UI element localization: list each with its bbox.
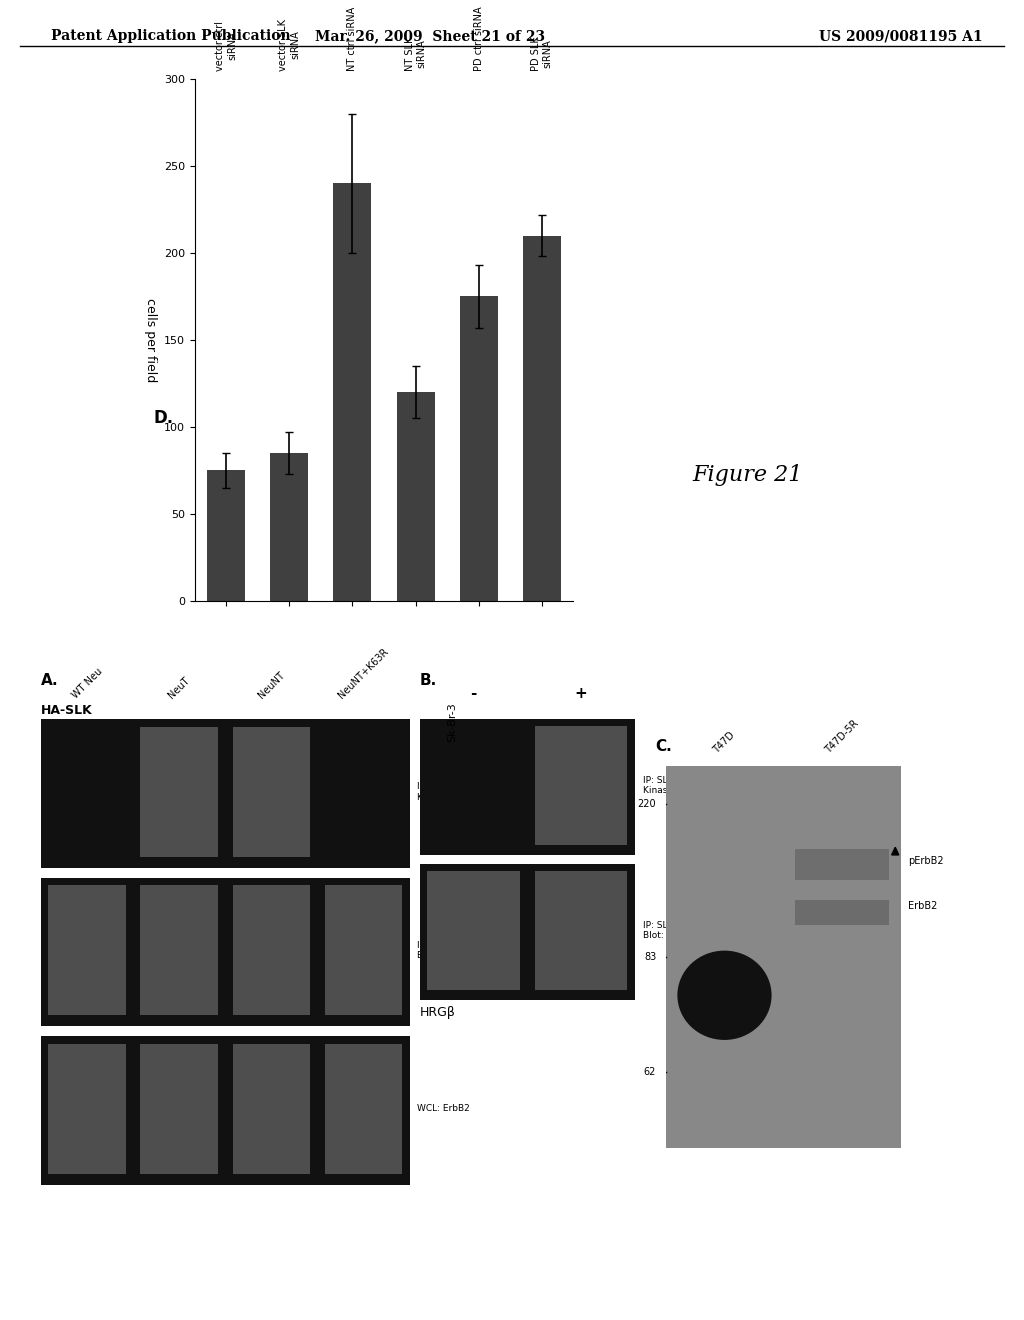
Text: NeuNT+K63R: NeuNT+K63R (337, 645, 390, 700)
Text: pErbB2: pErbB2 (908, 857, 944, 866)
Text: Patent Application Publication: Patent Application Publication (51, 29, 291, 44)
Ellipse shape (678, 950, 772, 1040)
Text: 220: 220 (638, 799, 656, 809)
Text: B.: B. (420, 673, 437, 688)
Text: +: + (574, 686, 588, 701)
Bar (41, 878, 410, 1027)
Bar (140, 727, 218, 857)
Bar (535, 871, 628, 990)
Text: Mar. 26, 2009  Sheet 21 of 23: Mar. 26, 2009 Sheet 21 of 23 (315, 29, 545, 44)
Text: HA-SLK: HA-SLK (41, 704, 93, 717)
Text: PD ctrl siRNA: PD ctrl siRNA (474, 5, 483, 70)
Text: HRGβ: HRGβ (420, 1006, 456, 1019)
Y-axis label: cells per field: cells per field (144, 298, 158, 381)
Text: NeuT: NeuT (167, 675, 191, 700)
Text: PD SLK
siRNA: PD SLK siRNA (531, 36, 553, 70)
Bar (795, 849, 889, 880)
Text: 62: 62 (644, 1067, 656, 1077)
Text: IP: SLK
Kinase Assay: IP: SLK Kinase Assay (643, 776, 702, 795)
Text: WT Neu: WT Neu (70, 667, 104, 700)
Bar (523, 235, 561, 601)
Text: IP: SLK
Kinase Assay: IP: SLK Kinase Assay (417, 783, 476, 801)
Text: NT ctrl siRNA: NT ctrl siRNA (347, 7, 357, 70)
Text: C.: C. (655, 739, 672, 754)
Bar (232, 727, 310, 857)
Bar (334, 183, 372, 601)
Text: T47D: T47D (712, 730, 737, 755)
Bar (48, 886, 126, 1015)
Bar (325, 1044, 402, 1173)
Text: IP: SLK
Blot: SLK: IP: SLK Blot: SLK (643, 921, 684, 940)
Bar (41, 719, 410, 869)
Text: 83: 83 (644, 952, 656, 962)
Bar (41, 1036, 410, 1185)
Bar (420, 718, 635, 855)
Text: NeuNT: NeuNT (256, 669, 287, 700)
Bar (420, 863, 635, 1001)
Bar (140, 886, 218, 1015)
Bar (325, 886, 402, 1015)
Text: -: - (470, 686, 477, 701)
Bar (427, 871, 520, 990)
Text: NT SLK
siRNA: NT SLK siRNA (404, 36, 426, 70)
Text: vector ctrl
siRNA: vector ctrl siRNA (215, 21, 237, 70)
Text: IP: SLK
Blot: SLK: IP: SLK Blot: SLK (417, 941, 458, 960)
Bar (207, 470, 245, 601)
Text: ErbB2: ErbB2 (908, 902, 938, 911)
Bar (232, 886, 310, 1015)
Text: A.: A. (41, 673, 58, 688)
Text: Sk-Br-3: Sk-Br-3 (447, 702, 458, 742)
Text: T47D-5R: T47D-5R (823, 718, 861, 755)
Bar (140, 1044, 218, 1173)
Text: WCL: ErbB2: WCL: ErbB2 (417, 1105, 470, 1113)
Text: vector SLK
siRNA: vector SLK siRNA (279, 18, 300, 70)
Bar (48, 1044, 126, 1173)
Text: Figure 21: Figure 21 (692, 465, 803, 486)
Bar (460, 297, 498, 601)
Bar (535, 726, 628, 845)
Text: US 2009/0081195 A1: US 2009/0081195 A1 (819, 29, 983, 44)
FancyArrow shape (892, 847, 899, 855)
Bar (232, 1044, 310, 1173)
Bar (795, 900, 889, 925)
Bar (270, 453, 308, 601)
Text: D.: D. (154, 409, 174, 428)
Bar (396, 392, 434, 601)
